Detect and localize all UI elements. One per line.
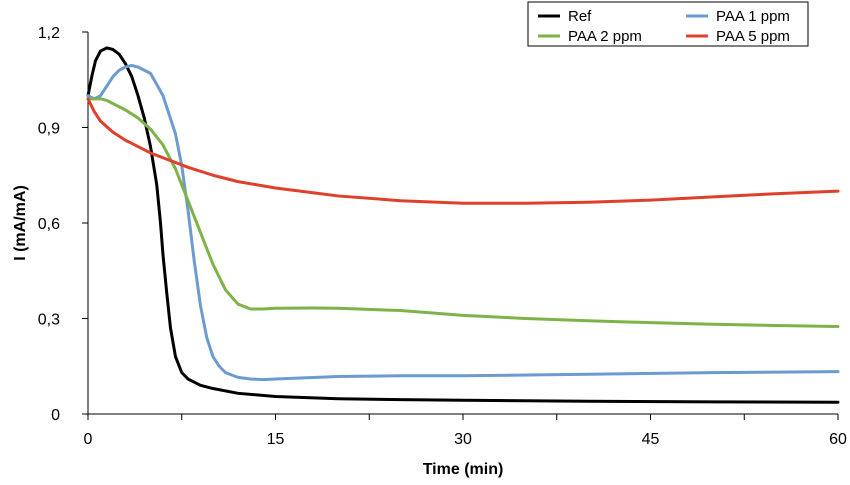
x-tick-label: 45 <box>642 431 660 448</box>
series-line-ref <box>86 46 840 404</box>
axes: 0 0,3 0,6 0,9 1,2 0 15 30 45 60 <box>38 25 847 448</box>
y-tick-label: 0,3 <box>38 312 60 329</box>
legend-label: PAA 1 ppm <box>716 8 790 25</box>
x-tick-label: 60 <box>829 431 847 448</box>
y-tick-label: 0,6 <box>38 216 60 233</box>
legend-label: PAA 5 ppm <box>716 28 790 45</box>
series-line-paa-2-ppm <box>86 97 840 328</box>
legend-label: Ref <box>568 8 592 25</box>
x-tick-label: 30 <box>454 431 472 448</box>
legend: Ref PAA 1 ppm PAA 2 ppm PAA 5 ppm <box>527 1 809 47</box>
series-layer <box>86 46 840 404</box>
series-line-paa-1-ppm <box>86 63 840 382</box>
y-tick-label: 0 <box>51 407 60 424</box>
labels-layer: Time (min) I (mA/mA) <box>12 185 503 478</box>
y-tick-label: 0,9 <box>38 121 60 138</box>
x-tick-label: 0 <box>84 431 93 448</box>
legend-label: PAA 2 ppm <box>568 28 642 45</box>
y-axis-title: I (mA/mA) <box>12 185 29 261</box>
x-axis-title: Time (min) <box>423 461 504 478</box>
x-tick-label: 15 <box>267 431 285 448</box>
y-tick-label: 1,2 <box>38 25 60 42</box>
series-line-paa-5-ppm <box>86 97 840 205</box>
legend-box <box>527 1 809 47</box>
